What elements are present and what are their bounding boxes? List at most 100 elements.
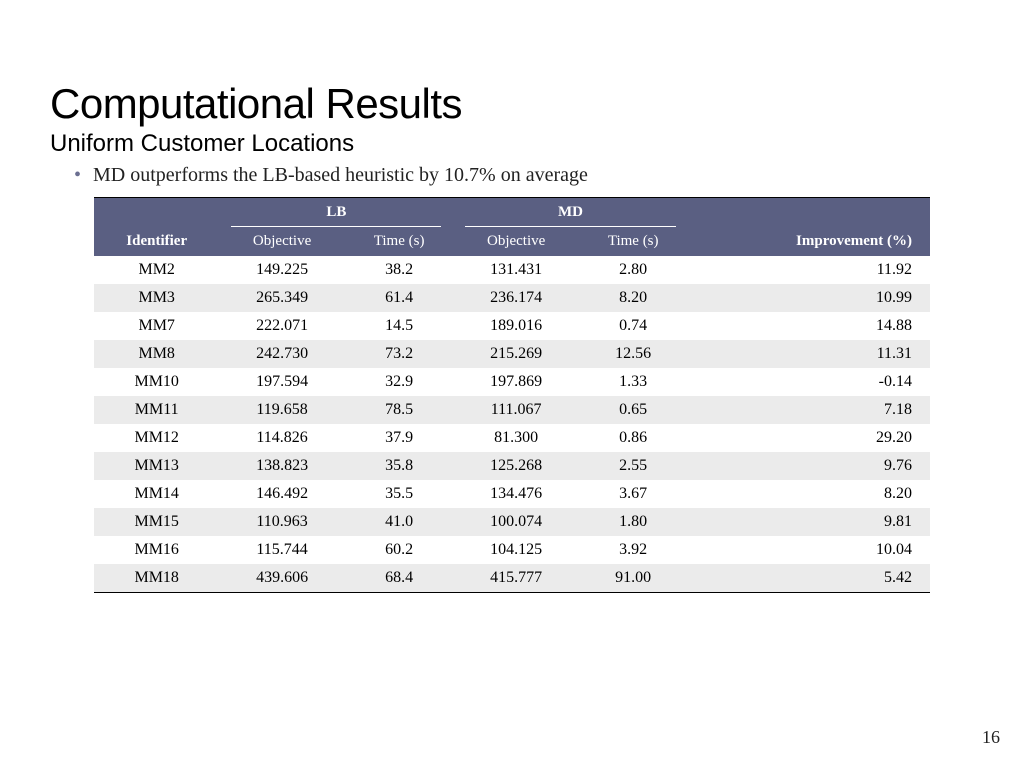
cell-id: MM11: [94, 396, 219, 424]
table-row: MM7222.07114.5189.0160.7414.88: [94, 312, 930, 340]
col-improvement: Improvement (%): [688, 227, 930, 256]
cell-lb-obj: 265.349: [219, 284, 344, 312]
cell-improvement: 8.20: [688, 480, 930, 508]
cell-lb-time: 60.2: [345, 536, 454, 564]
cell-id: MM16: [94, 536, 219, 564]
slide-title: Computational Results: [50, 80, 974, 128]
cell-md-obj: 104.125: [453, 536, 578, 564]
header-group-md: MD: [453, 198, 687, 228]
table-row: MM2149.22538.2131.4312.8011.92: [94, 256, 930, 284]
table-row: MM18439.60668.4415.77791.005.42: [94, 564, 930, 593]
cell-md-obj: 189.016: [453, 312, 578, 340]
col-lb-time: Time (s): [345, 227, 454, 256]
cell-md-time: 0.74: [579, 312, 688, 340]
cell-md-obj: 197.869: [453, 368, 578, 396]
cell-lb-obj: 115.744: [219, 536, 344, 564]
cell-md-obj: 415.777: [453, 564, 578, 593]
header-blank: [688, 198, 930, 228]
table-row: MM11119.65878.5111.0670.657.18: [94, 396, 930, 424]
table-row: MM13138.82335.8125.2682.559.76: [94, 452, 930, 480]
bullet-dot-icon: •: [74, 165, 81, 185]
cell-md-time: 0.65: [579, 396, 688, 424]
col-md-time: Time (s): [579, 227, 688, 256]
cell-lb-obj: 149.225: [219, 256, 344, 284]
cell-improvement: 29.20: [688, 424, 930, 452]
cell-improvement: 7.18: [688, 396, 930, 424]
cell-id: MM15: [94, 508, 219, 536]
page-number: 16: [982, 727, 1000, 748]
table-row: MM16115.74460.2104.1253.9210.04: [94, 536, 930, 564]
cell-improvement: 9.81: [688, 508, 930, 536]
cell-id: MM12: [94, 424, 219, 452]
cell-lb-obj: 242.730: [219, 340, 344, 368]
cell-lb-obj: 197.594: [219, 368, 344, 396]
cell-md-time: 3.67: [579, 480, 688, 508]
cell-md-time: 1.80: [579, 508, 688, 536]
cell-lb-time: 73.2: [345, 340, 454, 368]
cell-improvement: 11.31: [688, 340, 930, 368]
slide-subtitle: Uniform Customer Locations: [50, 130, 974, 158]
cell-md-obj: 111.067: [453, 396, 578, 424]
cell-lb-time: 41.0: [345, 508, 454, 536]
cell-lb-obj: 146.492: [219, 480, 344, 508]
cell-md-time: 8.20: [579, 284, 688, 312]
cell-id: MM18: [94, 564, 219, 593]
table-row: MM10197.59432.9197.8691.33-0.14: [94, 368, 930, 396]
cell-md-time: 12.56: [579, 340, 688, 368]
header-group-lb: LB: [219, 198, 453, 228]
cell-lb-time: 38.2: [345, 256, 454, 284]
table-body: MM2149.22538.2131.4312.8011.92MM3265.349…: [94, 256, 930, 593]
cell-id: MM10: [94, 368, 219, 396]
cell-md-time: 3.92: [579, 536, 688, 564]
cell-md-obj: 125.268: [453, 452, 578, 480]
cell-lb-obj: 222.071: [219, 312, 344, 340]
cell-md-obj: 131.431: [453, 256, 578, 284]
bullet-item: • MD outperforms the LB-based heuristic …: [74, 164, 974, 187]
table-row: MM12114.82637.981.3000.8629.20: [94, 424, 930, 452]
header-blank: [94, 198, 219, 228]
table-row: MM14146.49235.5134.4763.678.20: [94, 480, 930, 508]
table-row: MM8242.73073.2215.26912.5611.31: [94, 340, 930, 368]
cell-lb-time: 35.5: [345, 480, 454, 508]
cell-md-obj: 134.476: [453, 480, 578, 508]
table-row: MM3265.34961.4236.1748.2010.99: [94, 284, 930, 312]
col-lb-objective: Objective: [219, 227, 344, 256]
table-row: MM15110.96341.0100.0741.809.81: [94, 508, 930, 536]
bullet-text: MD outperforms the LB-based heuristic by…: [93, 164, 588, 187]
cell-md-time: 2.80: [579, 256, 688, 284]
cell-lb-time: 37.9: [345, 424, 454, 452]
cell-lb-time: 32.9: [345, 368, 454, 396]
cell-md-time: 0.86: [579, 424, 688, 452]
cell-improvement: 9.76: [688, 452, 930, 480]
cell-lb-obj: 439.606: [219, 564, 344, 593]
cell-improvement: 10.99: [688, 284, 930, 312]
cell-lb-obj: 114.826: [219, 424, 344, 452]
cell-improvement: 11.92: [688, 256, 930, 284]
cell-md-time: 91.00: [579, 564, 688, 593]
cell-id: MM3: [94, 284, 219, 312]
cell-md-obj: 236.174: [453, 284, 578, 312]
cell-md-obj: 81.300: [453, 424, 578, 452]
cell-lb-time: 61.4: [345, 284, 454, 312]
cell-lb-obj: 110.963: [219, 508, 344, 536]
cell-improvement: 14.88: [688, 312, 930, 340]
col-md-objective: Objective: [453, 227, 578, 256]
cell-id: MM8: [94, 340, 219, 368]
cell-improvement: -0.14: [688, 368, 930, 396]
cell-improvement: 10.04: [688, 536, 930, 564]
cell-id: MM2: [94, 256, 219, 284]
cell-lb-obj: 119.658: [219, 396, 344, 424]
cell-md-time: 1.33: [579, 368, 688, 396]
cell-md-obj: 100.074: [453, 508, 578, 536]
cell-lb-time: 14.5: [345, 312, 454, 340]
cell-md-time: 2.55: [579, 452, 688, 480]
cell-id: MM13: [94, 452, 219, 480]
col-identifier: Identifier: [94, 227, 219, 256]
cell-lb-time: 68.4: [345, 564, 454, 593]
cell-lb-time: 78.5: [345, 396, 454, 424]
cell-lb-time: 35.8: [345, 452, 454, 480]
results-table: LB MD Identifier Objective Time (s) Obje…: [94, 197, 930, 593]
cell-md-obj: 215.269: [453, 340, 578, 368]
cell-improvement: 5.42: [688, 564, 930, 593]
cell-id: MM14: [94, 480, 219, 508]
